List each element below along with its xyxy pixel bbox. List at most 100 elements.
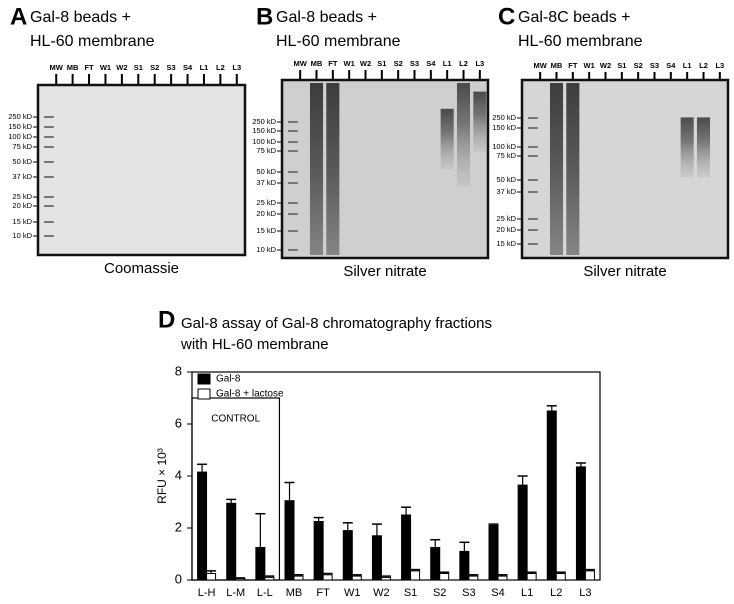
marker-label: 150 kD [252,126,276,135]
lane-label: S3 [167,63,176,72]
panel-caption: Silver nitrate [583,263,666,280]
marker-label: 250 kD [8,112,32,121]
bar [284,500,295,581]
marker-label: 75 kD [496,151,516,160]
x-tick-label: L3 [579,587,591,599]
marker-label: 37 kD [12,172,32,181]
lane-label: S4 [183,63,193,72]
marker-label: 10 kD [256,245,276,254]
marker-label: 37 kD [256,178,276,187]
bar [322,574,333,581]
marker-label: 75 kD [12,142,32,151]
bar [226,502,237,581]
bar [401,514,412,581]
marker-label: 100 kD [252,137,276,146]
bar [526,573,537,581]
panel-letter: A [10,3,27,30]
marker-band [528,218,538,220]
x-tick-label: L2 [550,587,562,599]
marker-band [528,191,538,193]
marker-label: 75 kD [256,146,276,155]
marker-label: 20 kD [256,209,276,218]
panel-title: HL-60 membrane [518,33,643,50]
x-tick-label: L-L [257,587,273,599]
lane-label: S4 [426,59,436,68]
x-tick-label: L1 [521,587,533,599]
marker-label: 25 kD [256,198,276,207]
panel-caption: Coomassie [104,260,179,277]
marker-band [528,179,538,181]
lane-label: L2 [459,59,468,68]
lane-label: S3 [410,59,419,68]
marker-band [528,155,538,157]
marker-label: 15 kD [12,217,32,226]
x-tick-label: S2 [433,587,446,599]
plot-frame [191,371,601,581]
marker-band [288,171,298,173]
y-tick-label: 4 [175,467,182,482]
y-tick-label: 8 [175,363,182,378]
bar [488,524,499,581]
panel-title: Gal-8 beads + [30,9,131,26]
bar [206,573,217,581]
x-tick-label: S1 [404,587,417,599]
x-tick-label: W1 [344,587,361,599]
bar [197,471,208,581]
marker-label: 50 kD [256,167,276,176]
lane-label: S1 [617,61,626,70]
marker-label: 150 kD [8,122,32,131]
marker-band [288,202,298,204]
lane-label: FT [84,63,94,72]
x-tick-label: FT [316,587,330,599]
x-tick-label: W2 [373,587,390,599]
marker-label: 20 kD [496,225,516,234]
lane-label: W2 [116,63,127,72]
bar [459,550,470,581]
panel-caption: Silver nitrate [343,263,426,280]
lane-label: MW [50,63,64,72]
lane-label: W1 [584,61,595,70]
marker-band [288,249,298,251]
chart-title: Gal-8 assay of Gal-8 chromatography frac… [181,315,492,332]
bar [584,570,595,581]
bar [351,575,362,581]
gel [36,83,247,257]
gel-lane [326,83,340,255]
gel-lane [456,83,471,187]
x-tick-label: L-H [198,587,216,599]
lane-label: S2 [394,59,403,68]
lane-label: S2 [634,61,643,70]
marker-label: 100 kD [8,132,32,141]
marker-band [44,116,54,118]
bar [380,576,391,581]
lane-label: S1 [134,63,143,72]
gel-lane [549,83,564,255]
marker-band [528,146,538,148]
y-tick-label: 0 [175,571,182,586]
y-tick-label: 2 [175,519,182,534]
marker-band [288,130,298,132]
marker-label: 50 kD [12,157,32,166]
marker-band [44,235,54,237]
marker-band [288,213,298,215]
marker-label: 37 kD [496,187,516,196]
marker-band [528,243,538,245]
lane-label: W1 [100,63,111,72]
control-label: CONTROL [211,414,260,425]
marker-band [44,221,54,223]
bar [555,573,566,581]
lane-label: L3 [232,63,241,72]
marker-band [288,141,298,143]
bar [293,575,304,581]
marker-label: 50 kD [496,175,516,184]
marker-label: 100 kD [492,142,516,151]
legend-swatch [197,388,211,400]
marker-band [44,205,54,207]
lane-label: W2 [360,59,371,68]
lane-label: S2 [150,63,159,72]
lane-label: MW [534,61,548,70]
marker-band [44,146,54,148]
lane-label: S4 [666,61,676,70]
marker-band [44,196,54,198]
